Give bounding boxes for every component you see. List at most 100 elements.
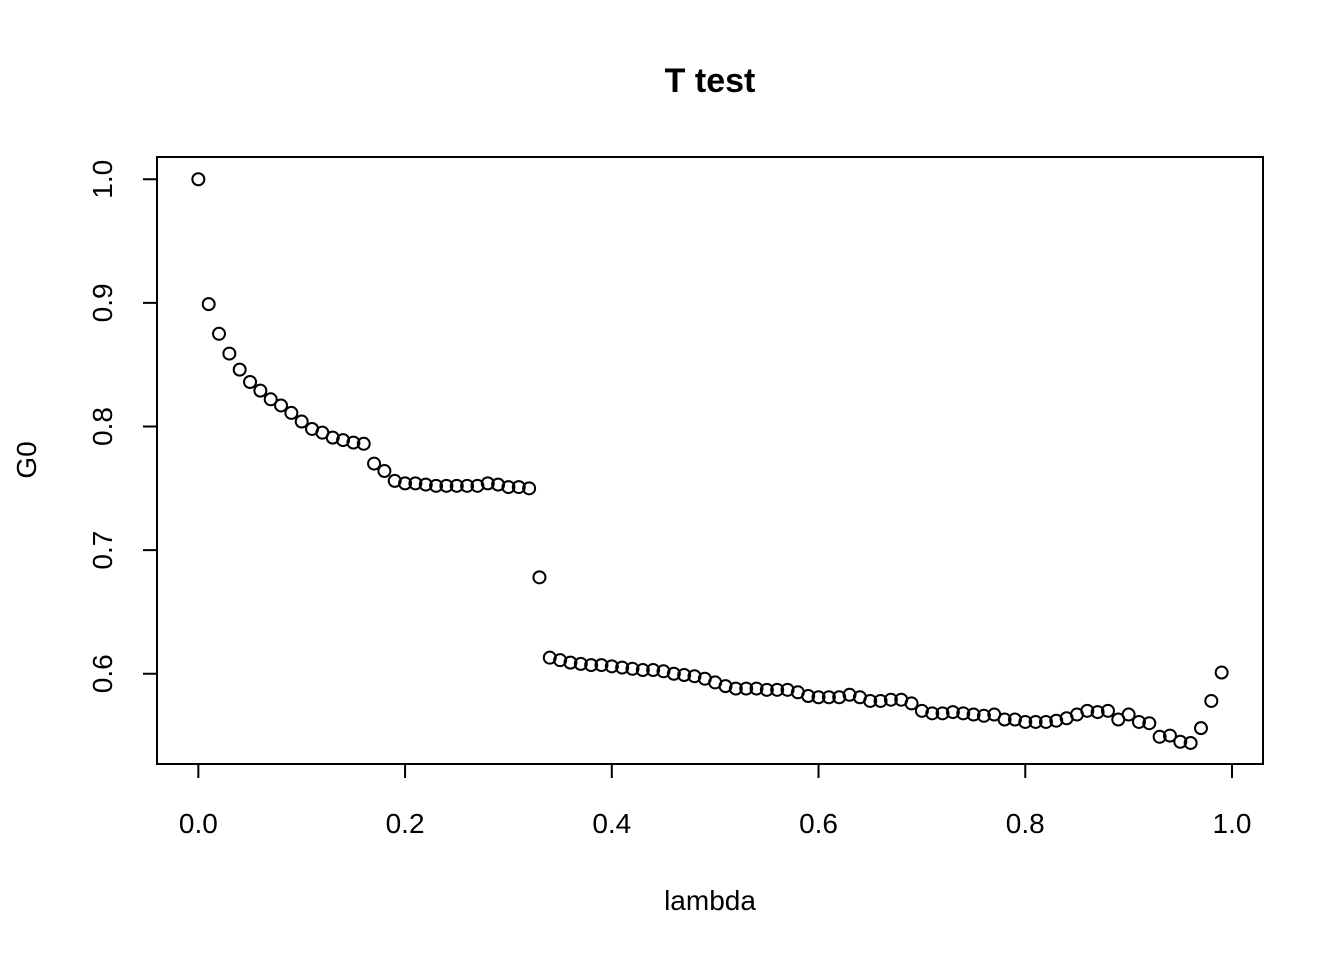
- data-point: [480, 476, 495, 491]
- data-point: [1173, 734, 1188, 749]
- data-point: [1193, 721, 1208, 736]
- data-point: [232, 362, 247, 377]
- data-point: [1131, 714, 1146, 729]
- data-point: [222, 346, 237, 361]
- plot-frame: [156, 156, 1264, 765]
- data-point: [356, 436, 371, 451]
- data-point: [666, 666, 681, 681]
- data-point: [398, 476, 413, 491]
- data-point: [511, 480, 526, 495]
- data-point: [542, 650, 557, 665]
- data-point: [811, 690, 826, 705]
- data-point: [687, 669, 702, 684]
- data-point: [1142, 716, 1157, 731]
- data-point: [1183, 735, 1198, 750]
- data-point: [460, 478, 475, 493]
- data-point: [1028, 714, 1043, 729]
- data-point: [677, 667, 692, 682]
- data-point: [883, 692, 898, 707]
- x-tick-label: 0.6: [799, 808, 838, 839]
- x-tick-label: 0.4: [592, 808, 631, 839]
- data-point: [439, 478, 454, 493]
- data-points: [191, 172, 1229, 750]
- y-tick-label: 0.7: [87, 531, 118, 570]
- data-point: [625, 661, 640, 676]
- data-point: [956, 706, 971, 721]
- data-point: [842, 687, 857, 702]
- data-point: [976, 708, 991, 723]
- data-point: [914, 703, 929, 718]
- data-point: [1007, 712, 1022, 727]
- data-point: [945, 705, 960, 720]
- data-point: [615, 660, 630, 675]
- data-point: [253, 383, 268, 398]
- data-point: [1018, 714, 1033, 729]
- data-point: [491, 477, 506, 492]
- chart-title: T test: [665, 62, 756, 100]
- data-point: [263, 392, 278, 407]
- data-point: [1214, 665, 1229, 680]
- data-point: [294, 414, 309, 429]
- data-point: [584, 658, 599, 673]
- data-point: [1162, 728, 1177, 743]
- data-point: [1080, 703, 1095, 718]
- y-tick-label: 1.0: [87, 160, 118, 199]
- data-point: [387, 473, 402, 488]
- data-point: [274, 398, 289, 413]
- data-point: [635, 663, 650, 678]
- x-tick-label: 1.0: [1213, 808, 1252, 839]
- data-point: [821, 690, 836, 705]
- data-point: [336, 433, 351, 448]
- x-tick-label: 0.0: [179, 808, 218, 839]
- data-point: [728, 681, 743, 696]
- data-point: [739, 681, 754, 696]
- data-point: [1038, 714, 1053, 729]
- data-point: [418, 477, 433, 492]
- data-point: [346, 435, 361, 450]
- data-point: [780, 682, 795, 697]
- data-point: [873, 693, 888, 708]
- y-axis: 0.6 0.7 0.8 0.9 1.0: [87, 160, 158, 693]
- data-point: [863, 693, 878, 708]
- data-point: [325, 430, 340, 445]
- data-point: [1090, 705, 1105, 720]
- data-point: [243, 374, 258, 389]
- data-point: [718, 679, 733, 694]
- data-point: [1100, 703, 1115, 718]
- data-point: [594, 658, 609, 673]
- data-point: [449, 478, 464, 493]
- data-point: [367, 456, 382, 471]
- data-point: [201, 297, 216, 312]
- y-tick-label: 0.9: [87, 283, 118, 322]
- data-point: [573, 656, 588, 671]
- data-point: [997, 712, 1012, 727]
- y-tick-label: 0.6: [87, 654, 118, 693]
- data-point: [470, 478, 485, 493]
- data-point: [759, 682, 774, 697]
- data-point: [646, 663, 661, 678]
- y-axis-label: G0: [11, 441, 42, 478]
- data-point: [904, 696, 919, 711]
- data-point: [522, 481, 537, 496]
- data-point: [532, 570, 547, 585]
- data-point: [832, 690, 847, 705]
- x-axis-label: lambda: [664, 885, 756, 916]
- data-point: [1152, 729, 1167, 744]
- x-axis: 0.0 0.2 0.4 0.6 0.8 1.0: [179, 763, 1252, 839]
- data-point: [749, 681, 764, 696]
- data-point: [212, 326, 227, 341]
- data-point: [801, 689, 816, 704]
- data-point: [553, 653, 568, 668]
- data-point: [1121, 707, 1136, 722]
- x-tick-label: 0.2: [386, 808, 425, 839]
- data-point: [284, 405, 299, 420]
- data-point: [770, 682, 785, 697]
- data-point: [925, 706, 940, 721]
- data-point: [1049, 713, 1064, 728]
- data-point: [563, 655, 578, 670]
- data-point: [429, 478, 444, 493]
- data-point: [408, 476, 423, 491]
- data-point: [501, 480, 516, 495]
- y-tick-label: 0.8: [87, 407, 118, 446]
